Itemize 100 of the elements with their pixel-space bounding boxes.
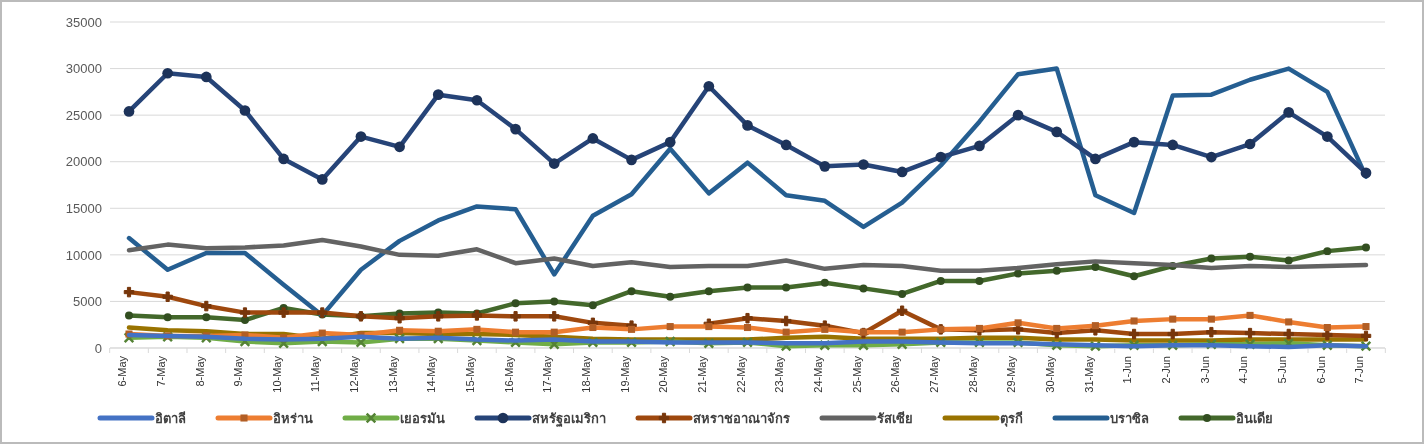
point — [703, 80, 715, 92]
point — [1128, 328, 1140, 340]
point — [588, 301, 597, 310]
point — [704, 287, 713, 296]
point — [974, 140, 985, 152]
point — [1014, 269, 1023, 278]
legend-label: อินเดีย — [1236, 411, 1273, 426]
point — [239, 105, 251, 116]
point — [239, 307, 251, 318]
point — [511, 299, 520, 308]
point — [587, 133, 599, 144]
point — [548, 311, 560, 322]
point — [780, 315, 792, 327]
point — [163, 313, 172, 322]
x-tick-label: 28-May — [966, 355, 979, 393]
point — [627, 287, 636, 296]
point — [820, 278, 829, 287]
x-tick-label: 7-May — [154, 355, 167, 387]
y-tick-label: 35000 — [65, 14, 102, 30]
point — [1207, 254, 1216, 263]
point — [975, 276, 984, 285]
point — [1052, 266, 1061, 275]
legend-label: บราซิล — [1110, 411, 1149, 426]
x-tick-label: 19-May — [618, 355, 631, 393]
point — [1284, 256, 1293, 265]
point — [898, 290, 907, 298]
point — [782, 283, 791, 292]
point — [742, 120, 753, 131]
point — [200, 71, 212, 83]
point — [858, 159, 869, 170]
x-tick-label: 22-May — [734, 355, 747, 393]
point — [626, 154, 637, 166]
x-tick-label: 21-May — [696, 355, 709, 393]
point — [742, 312, 753, 324]
x-tick-label: 16-May — [502, 355, 515, 393]
point — [550, 297, 559, 306]
point — [1167, 139, 1179, 151]
x-tick-label: 15-May — [464, 355, 477, 393]
point — [1206, 326, 1217, 338]
point — [548, 158, 560, 169]
point — [125, 311, 133, 320]
point — [1167, 328, 1178, 340]
y-tick-label: 20000 — [65, 154, 102, 170]
point — [316, 174, 328, 185]
point — [896, 305, 908, 316]
x-tick-label: 25-May — [850, 355, 863, 393]
y-tick-label: 10000 — [65, 247, 102, 263]
x-tick-label: 13-May — [386, 355, 399, 393]
point — [1362, 243, 1370, 252]
x-tick-label: 2-Jun — [1159, 356, 1172, 384]
x-tick-label: 12-May — [348, 355, 361, 393]
y-tick-label: 25000 — [65, 107, 102, 123]
x-tick-label: 1-Jun — [1121, 356, 1134, 384]
point — [1206, 151, 1217, 163]
x-tick-label: 6-May — [116, 355, 129, 387]
y-tick-label: 30000 — [65, 61, 102, 77]
point — [510, 123, 521, 135]
legend-label: รัสเซีย — [877, 411, 913, 426]
point — [355, 131, 367, 142]
point — [202, 313, 211, 322]
x-tick-label: 18-May — [580, 355, 593, 393]
x-tick-label: 11-May — [309, 355, 322, 392]
x-tick-label: 20-May — [657, 355, 670, 393]
point — [1051, 126, 1063, 138]
point — [859, 284, 868, 293]
x-tick-label: 17-May — [541, 355, 554, 393]
y-tick-label: 15000 — [65, 200, 102, 216]
point — [1283, 328, 1294, 340]
x-tick-label: 23-May — [773, 355, 786, 393]
point — [510, 311, 521, 322]
x-tick-label: 30-May — [1043, 355, 1056, 393]
x-tick-label: 3-Jun — [1198, 356, 1211, 384]
x-tick-label: 14-May — [425, 355, 438, 393]
x-tick-label: 31-May — [1082, 355, 1095, 393]
y-tick-label: 5000 — [73, 294, 102, 310]
x-tick-label: 9-May — [232, 355, 245, 387]
point — [1246, 252, 1255, 261]
point — [1090, 153, 1101, 165]
point — [278, 307, 289, 318]
x-tick-label: 5-Jun — [1275, 356, 1288, 384]
x-tick-label: 27-May — [927, 355, 940, 393]
point — [666, 292, 675, 301]
x-tick-label: 6-Jun — [1314, 356, 1327, 384]
point — [162, 291, 173, 303]
point — [433, 311, 444, 322]
point — [1360, 167, 1372, 179]
point — [1321, 131, 1333, 142]
point — [394, 312, 405, 324]
legend-label: เยอรมัน — [400, 411, 445, 426]
point — [1128, 136, 1140, 148]
legend-label: อิหร่าน — [273, 411, 313, 426]
y-tick-label: 0 — [94, 340, 102, 356]
point — [935, 151, 947, 163]
point — [1244, 327, 1256, 339]
legend-label: อิตาลี — [155, 411, 186, 426]
point — [1012, 109, 1024, 121]
x-tick-label: 4-Jun — [1237, 356, 1250, 384]
line-series — [126, 237, 1369, 273]
point — [432, 89, 444, 100]
point — [664, 136, 676, 148]
